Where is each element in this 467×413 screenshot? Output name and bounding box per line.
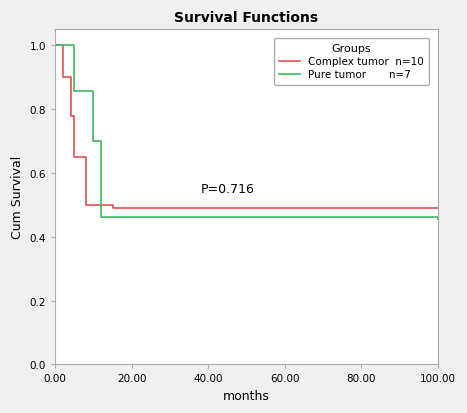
Legend: Complex tumor  n=10, Pure tumor       n=7: Complex tumor n=10, Pure tumor n=7 xyxy=(274,39,429,85)
Text: P=0.716: P=0.716 xyxy=(201,183,255,196)
Title: Survival Functions: Survival Functions xyxy=(175,11,318,25)
X-axis label: months: months xyxy=(223,389,270,402)
Y-axis label: Cum Survival: Cum Survival xyxy=(11,156,24,239)
